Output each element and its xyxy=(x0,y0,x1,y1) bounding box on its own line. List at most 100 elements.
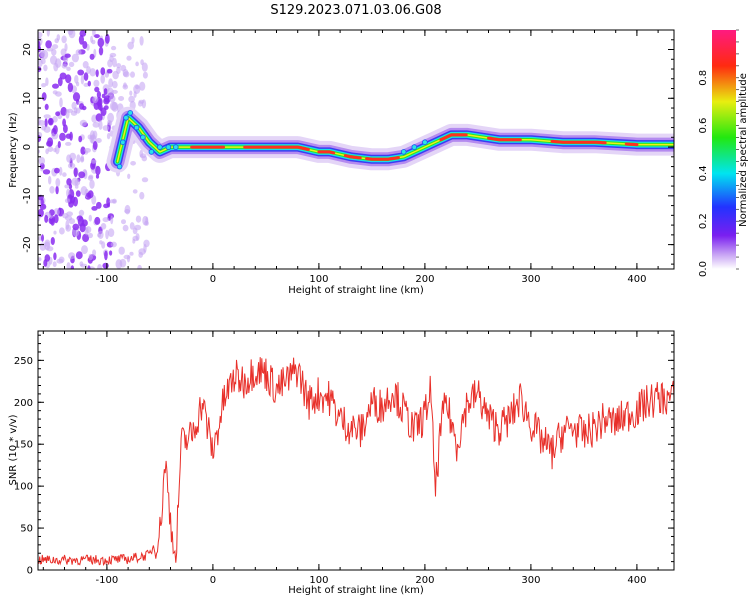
noise-speckle xyxy=(41,92,47,101)
noise-speckle xyxy=(129,251,134,256)
ridge-point xyxy=(133,124,140,131)
noise-speckle xyxy=(118,246,125,255)
noise-speckle xyxy=(68,252,76,260)
noise-speckle xyxy=(82,60,89,69)
noise-speckle xyxy=(41,83,47,88)
snr-ytick-label: 50 xyxy=(20,524,33,535)
noise-speckle xyxy=(70,110,78,116)
noise-speckle xyxy=(76,154,81,164)
noise-speckle xyxy=(90,35,94,43)
noise-speckle xyxy=(47,117,54,126)
noise-speckle xyxy=(119,258,127,268)
noise-speckle xyxy=(51,132,59,140)
noise-speckle xyxy=(91,195,97,205)
noise-speckle xyxy=(67,82,74,93)
spectrogram-y-label: Frequency (Hz) xyxy=(8,112,19,188)
noise-speckle xyxy=(90,159,97,164)
colorbar-tick-label: 0.4 xyxy=(698,165,709,181)
noise-speckle xyxy=(87,232,93,239)
spectrogram-x-label: Height of straight line (km) xyxy=(288,285,424,296)
ridge-point xyxy=(400,149,407,155)
colorbar-ticks: 0.0 0.2 0.4 0.6 0.8 xyxy=(698,29,739,277)
noise-speckle xyxy=(59,97,63,108)
noise-speckle xyxy=(39,203,47,210)
noise-speckle xyxy=(103,203,109,209)
noise-speckle xyxy=(127,173,131,179)
noise-speckle xyxy=(109,55,114,63)
noise-speckle xyxy=(100,74,105,84)
noise-speckle xyxy=(78,209,85,216)
snr-xtick-label: 0 xyxy=(210,575,216,586)
noise-speckle xyxy=(137,264,142,269)
noise-speckle xyxy=(38,135,42,143)
noise-speckle xyxy=(103,105,109,110)
noise-speckle xyxy=(92,121,100,128)
noise-speckle xyxy=(38,156,46,165)
noise-speckle xyxy=(45,148,49,155)
noise-speckle xyxy=(65,133,72,139)
noise-speckle xyxy=(124,204,131,215)
noise-speckle xyxy=(78,34,84,45)
spectrogram-ytick-label: 0 xyxy=(22,144,33,150)
figure-title: S129.2023.071.03.06.G08 xyxy=(270,3,441,18)
noise-speckle xyxy=(88,174,94,179)
snr-xtick-label: 400 xyxy=(627,575,646,586)
noise-speckle xyxy=(38,31,43,38)
noise-speckle xyxy=(103,88,108,95)
noise-speckle xyxy=(59,132,66,141)
noise-speckle xyxy=(129,222,135,230)
noise-speckle xyxy=(70,265,74,269)
noise-speckle xyxy=(142,71,148,79)
noise-speckle xyxy=(41,234,44,242)
noise-speckle xyxy=(97,37,105,48)
noise-speckle xyxy=(44,214,49,223)
noise-speckle xyxy=(75,251,83,260)
noise-speckle xyxy=(73,196,78,207)
noise-speckle xyxy=(74,74,79,84)
noise-speckle xyxy=(47,137,54,147)
spectrogram-ytick-label: -20 xyxy=(22,236,33,252)
noise-speckle xyxy=(96,91,101,99)
noise-speckle xyxy=(106,68,113,74)
spectrogram-xtick-label: 200 xyxy=(415,274,434,285)
noise-speckle xyxy=(81,245,88,255)
noise-speckle xyxy=(53,214,59,224)
noise-speckle xyxy=(39,50,46,58)
noise-speckle xyxy=(109,94,116,103)
noise-speckle xyxy=(71,53,79,63)
noise-speckle xyxy=(97,230,104,239)
noise-speckle xyxy=(100,223,107,230)
ridge-point xyxy=(140,134,146,141)
noise-speckle xyxy=(62,118,66,127)
noise-speckle xyxy=(133,84,141,95)
noise-speckle xyxy=(68,61,75,68)
noise-speckle xyxy=(38,40,41,50)
noise-speckle xyxy=(43,114,51,119)
noise-speckle xyxy=(65,74,72,84)
noise-speckle xyxy=(128,95,135,103)
noise-speckle xyxy=(109,199,117,204)
noise-speckle xyxy=(102,125,110,131)
noise-speckle xyxy=(104,71,110,78)
snr-axes: -100 0 100 200 300 400 0 50 100 150 200 250 xyxy=(14,331,674,586)
noise-speckle xyxy=(78,135,83,143)
spectrogram-frame xyxy=(37,29,675,270)
noise-speckle xyxy=(111,45,117,51)
noise-speckle xyxy=(95,113,103,122)
noise-speckle xyxy=(44,241,51,251)
noise-speckle xyxy=(106,87,114,97)
noise-speckle xyxy=(50,237,55,245)
noise-speckle xyxy=(102,262,109,269)
noise-speckle xyxy=(105,229,109,240)
colorbar-tick-label: 0.0 xyxy=(698,261,709,277)
noise-speckle xyxy=(55,178,61,187)
noise-speckle xyxy=(139,81,146,91)
ridge-peak-segment xyxy=(624,142,639,147)
noise-speckle xyxy=(87,80,92,87)
noise-speckle xyxy=(66,66,71,72)
noise-speckle xyxy=(79,119,87,127)
noise-speckle xyxy=(95,69,99,78)
noise-speckle xyxy=(85,226,92,234)
noise-speckle xyxy=(92,249,97,256)
